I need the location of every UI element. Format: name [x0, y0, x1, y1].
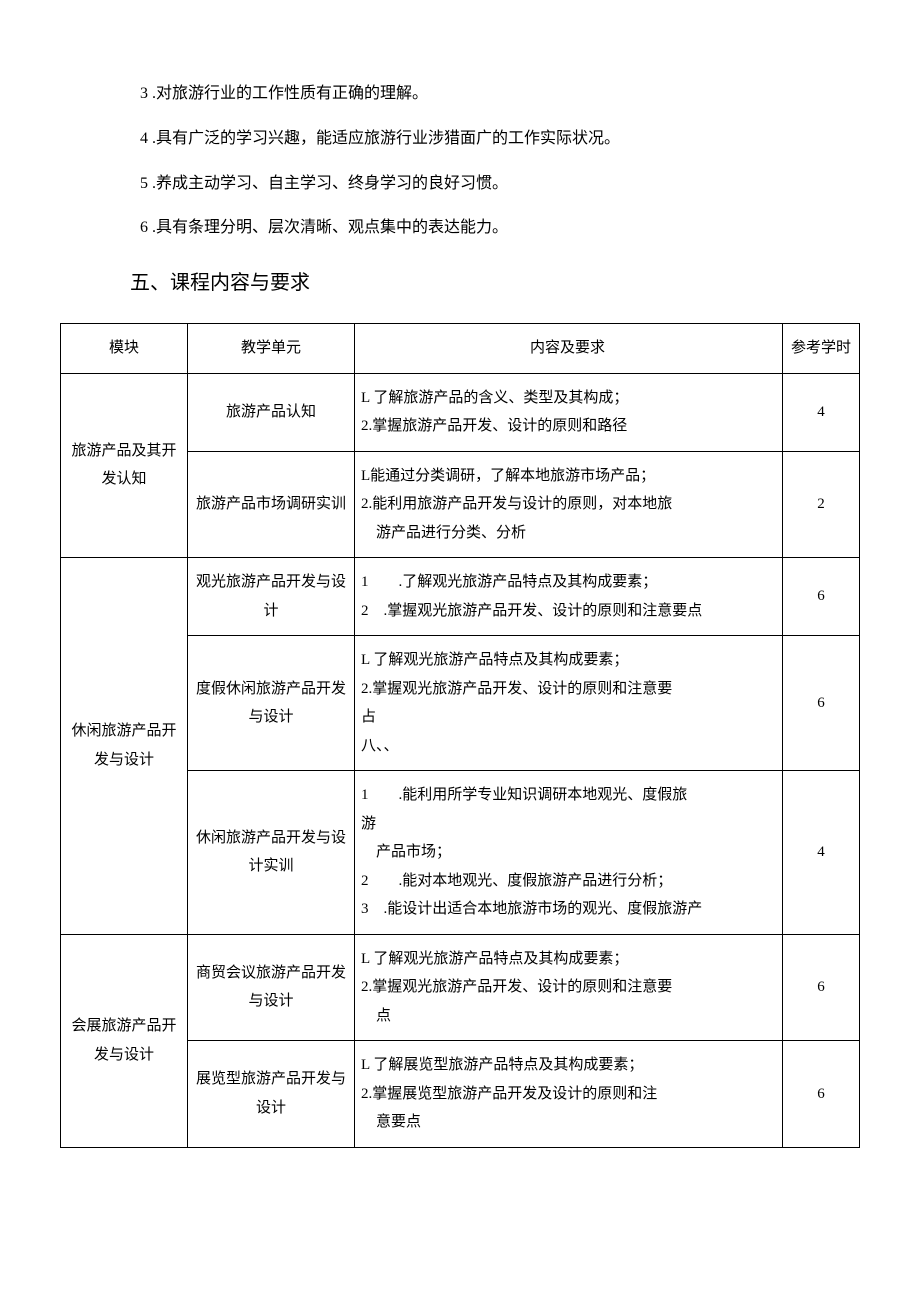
content-line: L 了解展览型旅游产品特点及其构成要素； — [361, 1051, 774, 1080]
list-item: 3 .对旅游行业的工作性质有正确的理解。 — [140, 80, 860, 109]
hours-cell: 6 — [783, 558, 860, 636]
unit-cell: 度假休闲旅游产品开发与设计 — [188, 636, 355, 771]
content-line: 游 — [361, 810, 774, 839]
hours-cell: 6 — [783, 934, 860, 1041]
hours-cell: 6 — [783, 636, 860, 771]
module-cell: 旅游产品及其开发认知 — [61, 373, 188, 558]
unit-cell: 旅游产品市场调研实训 — [188, 451, 355, 558]
content-line: 点 — [361, 1002, 774, 1031]
content-cell: L能通过分类调研，了解本地旅游市场产品；2.能利用旅游产品开发与设计的原则，对本… — [355, 451, 783, 558]
content-line: 2.掌握旅游产品开发、设计的原则和路径 — [361, 412, 774, 441]
content-cell: L 了解观光旅游产品特点及其构成要素；2.掌握观光旅游产品开发、设计的原则和注意… — [355, 636, 783, 771]
hours-cell: 4 — [783, 373, 860, 451]
content-line: L能通过分类调研，了解本地旅游市场产品； — [361, 462, 774, 491]
list-item: 4 .具有广泛的学习兴趣，能适应旅游行业涉猎面广的工作实际状况。 — [140, 125, 860, 154]
content-line: 2.掌握观光旅游产品开发、设计的原则和注意要 — [361, 675, 774, 704]
content-line: 游产品进行分类、分析 — [361, 519, 774, 548]
content-line: 1 .能利用所学专业知识调研本地观光、度假旅 — [361, 781, 774, 810]
unit-cell: 展览型旅游产品开发与设计 — [188, 1041, 355, 1148]
table-row: 旅游产品及其开发认知旅游产品认知L 了解旅游产品的含义、类型及其构成；2.掌握旅… — [61, 373, 860, 451]
module-cell: 休闲旅游产品开发与设计 — [61, 558, 188, 935]
header-module: 模块 — [61, 324, 188, 374]
list-item: 5 .养成主动学习、自主学习、终身学习的良好习惯。 — [140, 170, 860, 199]
content-line: L 了解观光旅游产品特点及其构成要素； — [361, 646, 774, 675]
content-cell: L 了解旅游产品的含义、类型及其构成；2.掌握旅游产品开发、设计的原则和路径 — [355, 373, 783, 451]
content-line: 2.掌握展览型旅游产品开发及设计的原则和注 — [361, 1080, 774, 1109]
content-line: 2 .能对本地观光、度假旅游产品进行分析； — [361, 867, 774, 896]
content-cell: 1 .了解观光旅游产品特点及其构成要素；2 .掌握观光旅游产品开发、设计的原则和… — [355, 558, 783, 636]
hours-cell: 2 — [783, 451, 860, 558]
unit-cell: 休闲旅游产品开发与设计实训 — [188, 771, 355, 935]
content-line: 2.能利用旅游产品开发与设计的原则，对本地旅 — [361, 490, 774, 519]
header-hours: 参考学时 — [783, 324, 860, 374]
hours-cell: 6 — [783, 1041, 860, 1148]
content-line: L 了解观光旅游产品特点及其构成要素； — [361, 945, 774, 974]
unit-cell: 观光旅游产品开发与设计 — [188, 558, 355, 636]
section-heading: 五、课程内容与要求 — [130, 263, 860, 303]
numbered-list: 3 .对旅游行业的工作性质有正确的理解。 4 .具有广泛的学习兴趣，能适应旅游行… — [140, 80, 860, 243]
header-unit: 教学单元 — [188, 324, 355, 374]
table-header-row: 模块 教学单元 内容及要求 参考学时 — [61, 324, 860, 374]
hours-cell: 4 — [783, 771, 860, 935]
content-line: 1 .了解观光旅游产品特点及其构成要素； — [361, 568, 774, 597]
unit-cell: 旅游产品认知 — [188, 373, 355, 451]
table-row: 会展旅游产品开发与设计商贸会议旅游产品开发与设计L 了解观光旅游产品特点及其构成… — [61, 934, 860, 1041]
list-item: 6 .具有条理分明、层次清晰、观点集中的表达能力。 — [140, 214, 860, 243]
content-line: 2.掌握观光旅游产品开发、设计的原则和注意要 — [361, 973, 774, 1002]
content-line: 产品市场； — [361, 838, 774, 867]
content-cell: 1 .能利用所学专业知识调研本地观光、度假旅游 产品市场；2 .能对本地观光、度… — [355, 771, 783, 935]
content-line: L 了解旅游产品的含义、类型及其构成； — [361, 384, 774, 413]
module-cell: 会展旅游产品开发与设计 — [61, 934, 188, 1147]
content-cell: L 了解观光旅游产品特点及其构成要素；2.掌握观光旅游产品开发、设计的原则和注意… — [355, 934, 783, 1041]
content-line: 八、、 — [361, 732, 774, 761]
unit-cell: 商贸会议旅游产品开发与设计 — [188, 934, 355, 1041]
content-line: 意要点 — [361, 1108, 774, 1137]
header-content: 内容及要求 — [355, 324, 783, 374]
content-cell: L 了解展览型旅游产品特点及其构成要素；2.掌握展览型旅游产品开发及设计的原则和… — [355, 1041, 783, 1148]
table-row: 休闲旅游产品开发与设计观光旅游产品开发与设计1 .了解观光旅游产品特点及其构成要… — [61, 558, 860, 636]
content-line: 占 — [361, 703, 774, 732]
content-line: 2 .掌握观光旅游产品开发、设计的原则和注意要点 — [361, 597, 774, 626]
content-line: 3 .能设计出适合本地旅游市场的观光、度假旅游产 — [361, 895, 774, 924]
course-content-table: 模块 教学单元 内容及要求 参考学时 旅游产品及其开发认知旅游产品认知L 了解旅… — [60, 323, 860, 1148]
